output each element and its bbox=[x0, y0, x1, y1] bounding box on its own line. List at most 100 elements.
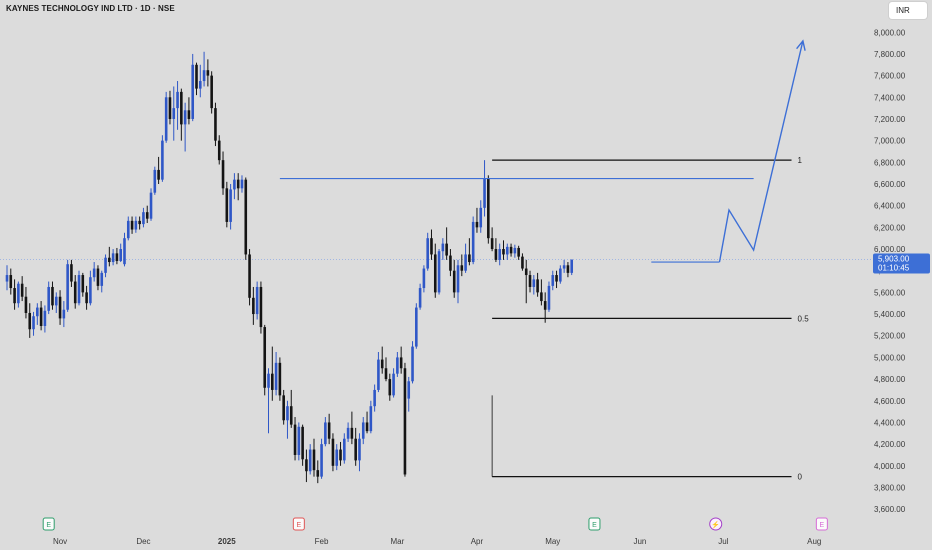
candle-body bbox=[108, 257, 111, 263]
fib-level-label: 1 bbox=[798, 156, 803, 165]
event-marker-label: ⚡ bbox=[711, 520, 720, 529]
event-markers[interactable]: E E E ⚡ E bbox=[42, 517, 828, 531]
drawings-layer[interactable]: 10.50 bbox=[279, 39, 809, 482]
candle-body bbox=[418, 288, 422, 308]
candle-body bbox=[528, 275, 532, 287]
candle-body bbox=[54, 296, 58, 306]
candle-body bbox=[505, 246, 509, 255]
candle-body bbox=[149, 192, 153, 219]
candle-body bbox=[73, 281, 77, 304]
candle-body bbox=[248, 254, 251, 298]
candle-body bbox=[547, 285, 551, 310]
candle-body bbox=[377, 359, 380, 390]
candle-body bbox=[297, 426, 301, 455]
y-tick-label: 4,800.00 bbox=[874, 375, 906, 384]
candle-body bbox=[39, 307, 43, 326]
candle-body bbox=[43, 310, 47, 326]
candle-body bbox=[271, 373, 274, 390]
candle-body bbox=[437, 251, 441, 293]
candle-body bbox=[172, 108, 176, 119]
bar-countdown: 01:10:45 bbox=[878, 264, 910, 273]
candle-body bbox=[278, 362, 282, 396]
candle-body bbox=[225, 188, 229, 222]
candle-body bbox=[324, 422, 327, 445]
candle-body bbox=[286, 406, 289, 421]
x-tick-label: Dec bbox=[136, 537, 150, 546]
candle-body bbox=[157, 169, 160, 180]
fib-level-label: 0 bbox=[798, 473, 803, 482]
candle-body bbox=[115, 253, 119, 261]
earnings-marker bbox=[588, 517, 601, 531]
x-axis: Nov Dec 2025 Feb Mar Apr May Jun Jul Aug bbox=[53, 537, 821, 546]
y-tick-label: 5,600.00 bbox=[874, 288, 906, 297]
candle-body bbox=[365, 422, 369, 432]
candle-body bbox=[312, 449, 316, 471]
candle-body bbox=[214, 108, 217, 141]
candle-body bbox=[85, 292, 88, 304]
candle-body bbox=[373, 389, 376, 407]
y-tick-label: 3,600.00 bbox=[874, 505, 906, 514]
candle-body bbox=[479, 207, 483, 228]
candle-body bbox=[255, 286, 259, 315]
candle-body bbox=[66, 264, 69, 310]
candle-body bbox=[380, 359, 384, 369]
candle-body bbox=[267, 373, 270, 388]
y-tick-label: 5,400.00 bbox=[874, 310, 906, 319]
y-tick-label: 7,800.00 bbox=[874, 50, 906, 59]
candle-body bbox=[449, 255, 452, 271]
y-tick-label: 7,600.00 bbox=[874, 72, 906, 81]
candle-body bbox=[134, 220, 138, 230]
candle-body bbox=[263, 327, 267, 388]
y-tick-label: 4,200.00 bbox=[874, 440, 906, 449]
candle-body bbox=[176, 91, 179, 109]
candle-body bbox=[369, 406, 373, 432]
candle-body bbox=[524, 268, 528, 276]
candle-body bbox=[494, 249, 498, 260]
candle-body bbox=[9, 275, 13, 289]
candle-body bbox=[536, 279, 539, 293]
candle-body bbox=[217, 140, 221, 161]
candle-body bbox=[433, 254, 437, 293]
y-tick-label: 6,400.00 bbox=[874, 202, 906, 211]
y-tick-label: 7,400.00 bbox=[874, 93, 906, 102]
candle-body bbox=[415, 307, 418, 347]
x-tick-label: 2025 bbox=[218, 537, 236, 546]
candle-body bbox=[62, 309, 66, 319]
candle-body bbox=[335, 449, 339, 466]
event-marker-label: E bbox=[820, 522, 825, 529]
candle-body bbox=[282, 395, 285, 421]
candle-body bbox=[430, 238, 433, 255]
candle-body bbox=[384, 368, 388, 380]
x-tick-label: Jul bbox=[718, 537, 728, 546]
candle-body bbox=[111, 253, 115, 263]
candle-body bbox=[161, 140, 164, 180]
candle-body bbox=[350, 427, 354, 439]
y-tick-label: 8,000.00 bbox=[874, 28, 906, 37]
x-tick-label: Feb bbox=[315, 537, 329, 546]
candle-body bbox=[32, 316, 35, 330]
x-tick-label: Apr bbox=[471, 537, 484, 546]
candle-body bbox=[183, 110, 187, 125]
y-tick-label: 6,000.00 bbox=[874, 245, 906, 254]
candle-body bbox=[5, 275, 9, 282]
candle-body bbox=[202, 70, 206, 82]
candle-body bbox=[441, 243, 445, 252]
candle-body bbox=[236, 179, 240, 189]
candle-body bbox=[142, 212, 145, 225]
candle-body bbox=[468, 254, 471, 263]
y-tick-label: 4,400.00 bbox=[874, 418, 906, 427]
candle-body bbox=[20, 283, 24, 297]
projection-arrowhead bbox=[796, 39, 806, 51]
candle-body bbox=[289, 406, 293, 425]
y-tick-label: 7,200.00 bbox=[874, 115, 906, 124]
candle-body bbox=[475, 221, 479, 228]
candle-body bbox=[301, 426, 304, 460]
candle-body bbox=[551, 275, 555, 286]
candle-body bbox=[517, 247, 520, 257]
candle-body bbox=[471, 221, 475, 263]
x-tick-label: Jun bbox=[633, 537, 646, 546]
currency-selector[interactable]: INR bbox=[889, 2, 927, 19]
candle-body bbox=[570, 259, 574, 273]
candle-body bbox=[221, 160, 225, 189]
